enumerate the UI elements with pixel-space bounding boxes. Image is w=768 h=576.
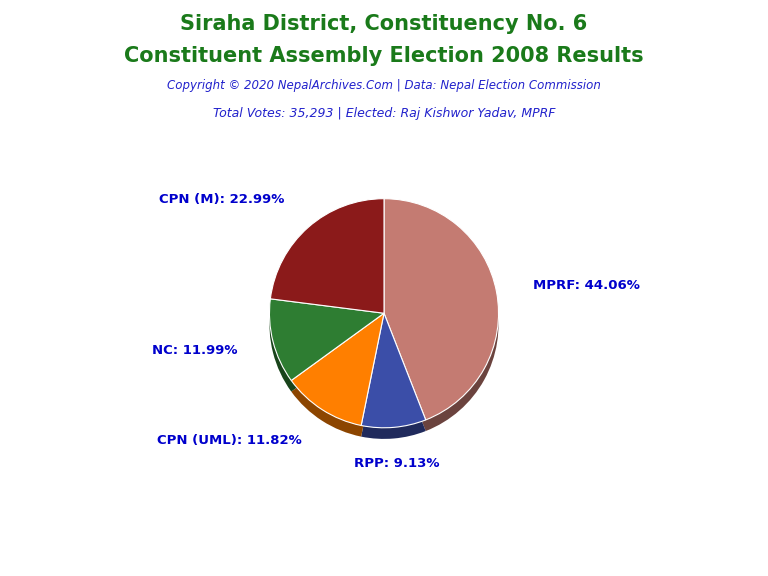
Text: Constituent Assembly Election 2008 Results: Constituent Assembly Election 2008 Resul… [124, 46, 644, 66]
Text: Copyright © 2020 NepalArchives.Com | Data: Nepal Election Commission: Copyright © 2020 NepalArchives.Com | Dat… [167, 79, 601, 93]
Wedge shape [291, 313, 384, 426]
Text: Total Votes: 35,293 | Elected: Raj Kishwor Yadav, MPRF: Total Votes: 35,293 | Elected: Raj Kishw… [213, 107, 555, 120]
Text: NC: 11.99%: NC: 11.99% [152, 344, 237, 357]
Wedge shape [270, 210, 384, 324]
Wedge shape [270, 310, 384, 392]
Wedge shape [270, 199, 384, 313]
Text: CPN (M): 22.99%: CPN (M): 22.99% [159, 194, 284, 206]
Wedge shape [291, 324, 384, 437]
Wedge shape [384, 210, 498, 431]
Text: Siraha District, Constituency No. 6: Siraha District, Constituency No. 6 [180, 14, 588, 35]
Wedge shape [270, 299, 384, 381]
Text: RPP: 9.13%: RPP: 9.13% [354, 457, 440, 471]
Text: CPN (UML): 11.82%: CPN (UML): 11.82% [157, 434, 302, 447]
Wedge shape [361, 324, 425, 439]
Wedge shape [361, 313, 425, 428]
Wedge shape [384, 199, 498, 420]
Text: MPRF: 44.06%: MPRF: 44.06% [532, 279, 640, 291]
